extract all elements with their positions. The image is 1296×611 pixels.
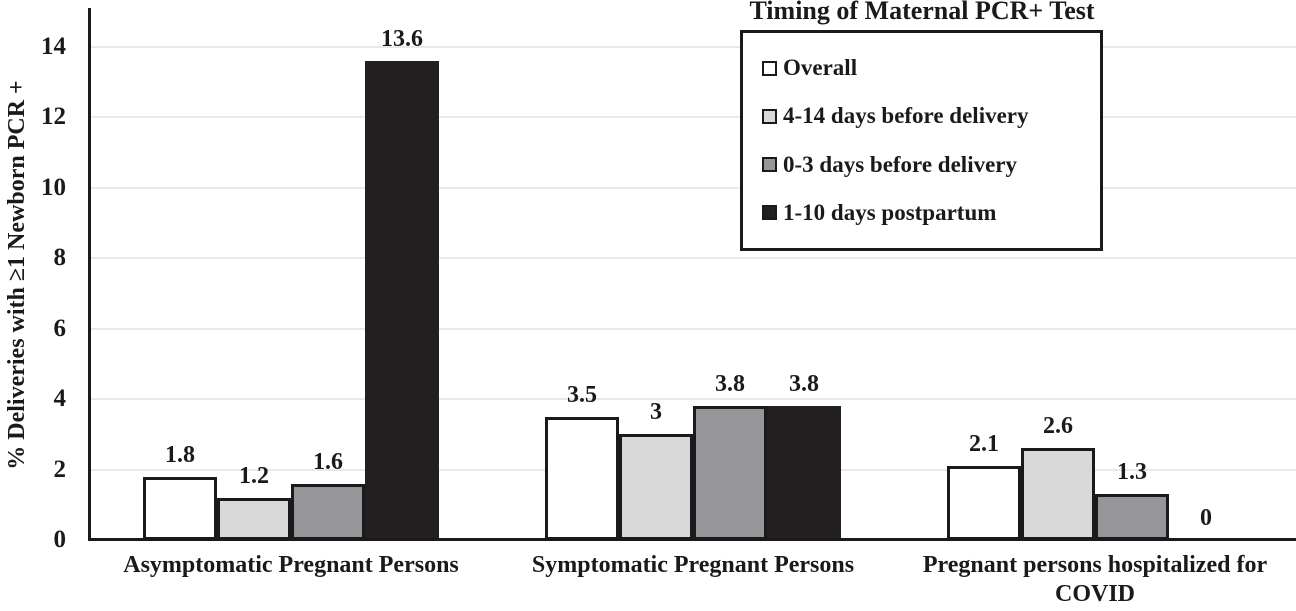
x-category-label: Pregnant persons hospitalized for COVID [922, 552, 1268, 607]
x-category-label: Symptomatic Pregnant Persons [531, 552, 855, 578]
x-category-label: Asymptomatic Pregnant Persons [123, 552, 459, 578]
legend-item-label: 0-3 days before delivery [783, 151, 1018, 177]
y-tick-label: 6 [53, 314, 67, 342]
gridline [90, 327, 1296, 330]
bar-value-label: 2.6 [1043, 413, 1073, 440]
y-axis-line [88, 8, 91, 541]
y-tick-label: 8 [53, 244, 67, 272]
bar-value-label: 3.5 [567, 381, 597, 408]
legend-item: 0-3 days before delivery [762, 152, 1100, 178]
legend-item-label: 1-10 days postpartum [783, 199, 997, 225]
legend-item-label: 4-14 days before delivery [783, 103, 1029, 129]
gridline [90, 186, 1296, 189]
bar [947, 466, 1021, 540]
bar [1021, 448, 1095, 540]
bar [619, 434, 693, 540]
bar [291, 483, 365, 540]
bar-value-label: 1.3 [1117, 459, 1147, 486]
bar [217, 497, 291, 540]
bar-value-label: 1.2 [239, 462, 269, 489]
bar-value-label: 1.6 [313, 448, 343, 475]
bar-value-label: 3.8 [789, 371, 819, 398]
legend-swatch [762, 108, 777, 124]
legend: Overall 4-14 days before delivery 0-3 days… [740, 30, 1103, 251]
bar-value-label: 1.8 [165, 441, 195, 468]
bar [693, 406, 767, 540]
x-axis-line [88, 538, 1296, 541]
legend-swatch [762, 205, 777, 221]
gridline [90, 398, 1296, 401]
y-tick-label: 2 [53, 455, 67, 483]
bar [365, 61, 439, 540]
bar [767, 406, 841, 540]
legend-swatch [762, 157, 777, 173]
legend-swatch [762, 60, 777, 76]
legend-item: 1-10 days postpartum [762, 200, 1100, 226]
legend-title: Timing of Maternal PCR+ Test [749, 0, 1095, 25]
bar-value-label: 13.6 [381, 26, 423, 53]
y-tick-label: 14 [41, 33, 66, 60]
bar-value-label: 3.8 [715, 371, 745, 398]
bar-value-label: 0 [1200, 505, 1212, 531]
y-tick-label: 12 [41, 103, 66, 131]
legend-item-label: Overall [783, 55, 858, 81]
bar-value-label: 3 [650, 399, 662, 426]
bar [545, 416, 619, 540]
legend-item: 4-14 days before delivery [762, 103, 1100, 129]
y-tick-label: 0 [53, 526, 67, 553]
y-tick-label: 10 [41, 173, 66, 201]
bar-value-label: 2.1 [969, 431, 999, 458]
gridline [90, 257, 1296, 260]
legend-item: Overall [762, 55, 1100, 81]
gridline [90, 46, 1296, 48]
y-tick-label: 4 [53, 385, 67, 413]
gridline [90, 116, 1296, 119]
